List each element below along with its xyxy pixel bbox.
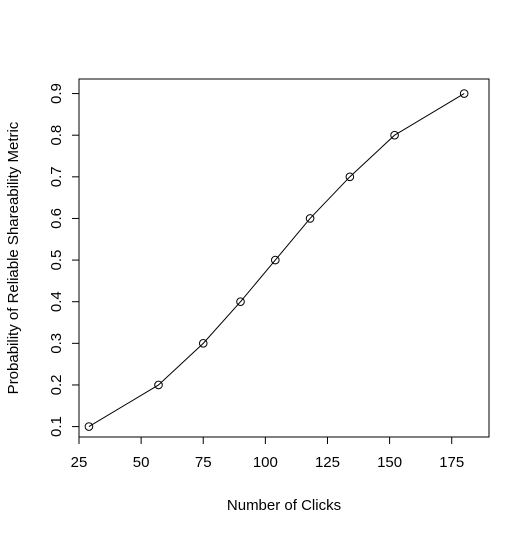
y-tick-label: 0.9 <box>48 83 65 104</box>
data-point <box>459 89 469 98</box>
y-tick-label: 0.2 <box>48 375 65 396</box>
data-point <box>154 380 163 390</box>
x-tick-label: 50 <box>133 454 150 471</box>
x-tick-label: 75 <box>195 454 212 471</box>
x-tick-label: 100 <box>253 454 278 471</box>
data-point <box>305 214 315 223</box>
x-tick-label: 125 <box>315 454 340 471</box>
plot-area: 25 50 75 100 125 150 175 0.1 0.2 0.3 0.4 0.5 0.6 0.7 0… <box>48 78 490 471</box>
y-tick-label: 0.7 <box>48 166 65 187</box>
data-point <box>271 255 280 265</box>
x-tick-label: 25 <box>71 454 88 471</box>
y-tick-label: 0.4 <box>48 291 65 312</box>
data-point <box>84 422 94 431</box>
y-axis-title: Probability of Reliable Shareability Met… <box>5 121 22 394</box>
y-tick-label: 0.1 <box>48 416 65 437</box>
x-tick-label: 175 <box>439 454 464 471</box>
x-axis-title: Number of Clicks <box>227 497 341 514</box>
y-tick-label: 0.5 <box>48 250 65 271</box>
data-point <box>390 130 399 140</box>
y-tick-label: 0.8 <box>48 125 65 146</box>
data-point <box>236 297 245 307</box>
series-line <box>88 93 465 428</box>
y-tick-label: 0.6 <box>48 208 65 229</box>
data-point <box>198 339 208 348</box>
plot-box <box>78 78 490 438</box>
data-point <box>345 172 355 182</box>
x-tick-label: 150 <box>377 454 402 471</box>
y-tick-label: 0.3 <box>48 333 65 354</box>
